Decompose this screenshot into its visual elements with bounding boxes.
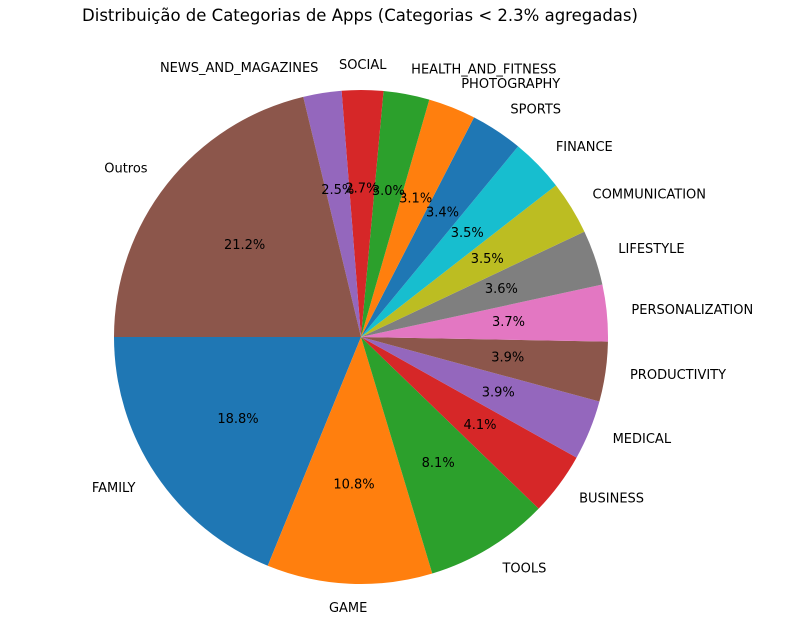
slice-label-social: SOCIAL	[339, 58, 387, 73]
slice-labels: FAMILY GAME TOOLS BUSINESS MEDICAL PRODUCTIVI…	[92, 58, 753, 616]
slice-percent-health-and-fitness: 3.0%	[372, 184, 405, 199]
slice-game	[267, 337, 433, 585]
slice-percent-tools: 8.1%	[422, 456, 455, 471]
slice-label-communication: COMMUNICATION	[593, 187, 707, 202]
slice-percent-communication: 3.5%	[471, 252, 504, 267]
slice-outros	[114, 96, 361, 337]
slice-news-and-magazines	[303, 90, 361, 338]
slice-tools	[361, 337, 539, 574]
slice-communication	[361, 185, 585, 337]
slice-label-game: GAME	[329, 601, 367, 616]
slice-label-personalization: PERSONALIZATION	[631, 303, 753, 318]
slice-percent-news-and-magazines: 2.5%	[321, 183, 354, 198]
pie-slices	[114, 90, 608, 585]
slice-label-business: BUSINESS	[579, 492, 644, 507]
slice-personalization	[361, 284, 608, 342]
slice-label-family: FAMILY	[92, 481, 136, 496]
slice-label-health-and-fitness: HEALTH_AND_FITNESS	[411, 62, 556, 77]
slice-percent-game: 10.8%	[333, 478, 374, 493]
slice-lifestyle	[361, 231, 603, 337]
slice-health-and-fitness	[361, 91, 430, 337]
slice-percent-personalization: 3.7%	[492, 315, 525, 330]
slice-label-productivity: PRODUCTIVITY	[630, 368, 726, 383]
slice-percent-outros: 21.2%	[224, 238, 265, 253]
slice-label-photography: PHOTOGRAPHY	[461, 77, 560, 92]
slice-sports	[361, 117, 519, 338]
slice-finance	[361, 146, 556, 337]
slice-label-finance: FINANCE	[556, 140, 613, 155]
slice-percent-photography: 3.1%	[399, 192, 432, 207]
slice-percent-social: 2.7%	[345, 181, 378, 196]
slice-percent-family: 18.8%	[217, 412, 258, 427]
slice-percent-business: 4.1%	[463, 418, 496, 433]
slice-business	[361, 337, 577, 509]
slice-label-news-and-magazines: NEWS_AND_MAGAZINES	[160, 61, 318, 76]
slice-photography	[361, 99, 475, 337]
slice-family	[114, 337, 361, 566]
chart-title: Distribuição de Categorias de Apps (Cate…	[82, 6, 638, 25]
slice-percent-productivity: 3.9%	[491, 350, 524, 365]
slice-percent-sports: 3.4%	[426, 206, 459, 221]
slice-percent-finance: 3.5%	[451, 226, 484, 241]
slice-label-tools: TOOLS	[501, 561, 546, 576]
slice-label-sports: SPORTS	[510, 103, 561, 118]
slice-label-outros: Outros	[104, 161, 148, 176]
slice-social	[341, 90, 384, 337]
slice-productivity	[361, 337, 608, 402]
slice-percent-medical: 3.9%	[482, 385, 515, 400]
percent-labels: 18.8% 10.8% 8.1% 4.1% 3.9% 3.9% 3.7% 3.6% 3.5% 3.…	[217, 181, 525, 492]
slice-label-medical: MEDICAL	[613, 432, 672, 447]
slice-percent-lifestyle: 3.6%	[485, 282, 518, 297]
slice-label-lifestyle: LIFESTYLE	[618, 242, 684, 257]
slice-medical	[361, 337, 600, 458]
